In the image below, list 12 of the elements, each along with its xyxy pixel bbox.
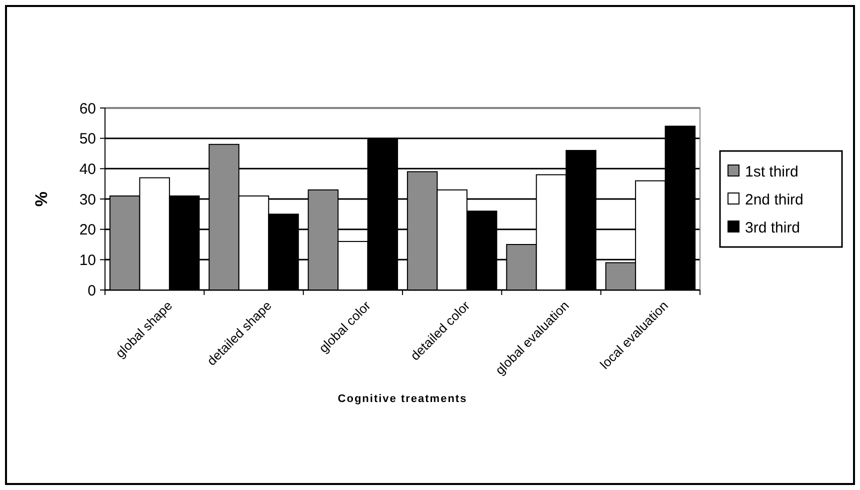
y-tick-label: 0 — [88, 282, 96, 300]
y-tick-label: 50 — [79, 130, 96, 148]
y-tick-label: 40 — [79, 160, 96, 178]
y-tick-label: 30 — [79, 191, 96, 208]
y-axis-title: % — [32, 191, 51, 207]
y-tick-label: 20 — [79, 222, 96, 239]
y-tick-label: 60 — [79, 100, 96, 118]
x-axis-title: Cognitive treatments — [338, 393, 468, 405]
legend-label: 3rd third — [745, 219, 800, 236]
legend-label: 1st third — [745, 163, 798, 180]
legend-label: 2nd third — [745, 191, 804, 208]
y-tick-label: 10 — [79, 252, 96, 269]
